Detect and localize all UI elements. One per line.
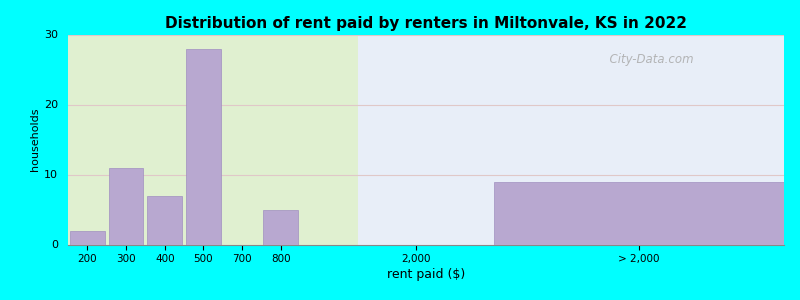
Bar [70, 230, 105, 244]
Y-axis label: households: households [30, 108, 40, 171]
Bar [147, 196, 182, 244]
Bar [109, 167, 143, 244]
Bar [263, 209, 298, 244]
Bar [186, 49, 221, 244]
Text: City-Data.com: City-Data.com [602, 53, 694, 66]
Title: Distribution of rent paid by renters in Miltonvale, KS in 2022: Distribution of rent paid by renters in … [165, 16, 687, 31]
X-axis label: rent paid ($): rent paid ($) [387, 268, 465, 281]
Bar [358, 34, 784, 244]
Bar [494, 182, 784, 244]
